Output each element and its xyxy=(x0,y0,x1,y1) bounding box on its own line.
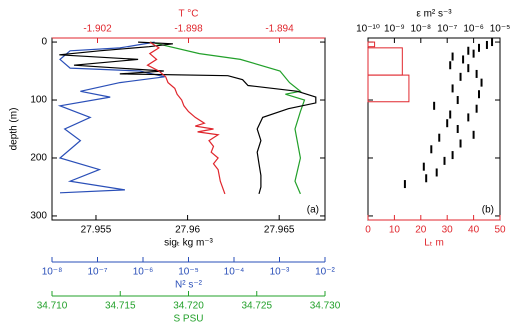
y-tick-label: 200 xyxy=(30,153,47,164)
overturn-box xyxy=(367,47,403,76)
profile-line xyxy=(59,41,317,195)
x-tick-label: 50 xyxy=(494,225,506,236)
x-tick-label: -1.894 xyxy=(265,24,294,35)
x-axis-title: Lₜ m xyxy=(424,238,444,249)
x-tick-label: 34.730 xyxy=(310,301,341,312)
x-tick-label: 34.725 xyxy=(241,301,272,312)
x-tick-label: 10⁻⁷ xyxy=(87,267,107,278)
y-tick-label: 100 xyxy=(30,95,47,106)
x-tick-label: 10⁻¹⁰ xyxy=(356,24,380,35)
overturn-box xyxy=(367,41,376,48)
x-tick-label: 40 xyxy=(468,225,480,236)
x-tick-label: 34.715 xyxy=(105,301,136,312)
plot-frame xyxy=(51,37,326,221)
x-axis-title: sigₜ kg m⁻³ xyxy=(164,238,213,249)
x-tick-label: 10⁻⁶ xyxy=(463,24,484,35)
x-tick-label: 34.720 xyxy=(173,301,204,312)
x-tick-label: 0 xyxy=(365,225,371,236)
x-axis-title: T °C xyxy=(179,9,199,20)
profile-line xyxy=(57,41,165,194)
x-tick-label: 20 xyxy=(415,225,427,236)
x-tick-label: 10⁻⁸ xyxy=(42,267,63,278)
x-tick-label: 34.710 xyxy=(37,301,68,312)
x-tick-label: -1.902 xyxy=(83,24,112,35)
x-tick-label: 10⁻⁶ xyxy=(133,267,154,278)
x-axis-title: S PSU xyxy=(173,314,203,325)
x-tick-label: 10⁻³ xyxy=(270,267,290,278)
y-tick-label: 300 xyxy=(30,211,47,222)
x-tick-label: 10⁻⁴ xyxy=(224,267,245,278)
x-axis-title: ε m² s⁻³ xyxy=(416,9,452,20)
x-tick-label: 10⁻⁸ xyxy=(410,24,431,35)
x-tick-label: 10⁻⁵ xyxy=(490,24,511,35)
x-axis-title: N² s⁻² xyxy=(175,280,203,291)
profile-line xyxy=(150,41,306,195)
x-tick-label: 30 xyxy=(442,225,454,236)
y-axis-title: depth (m) xyxy=(9,108,20,151)
panel-label: (a) xyxy=(307,205,319,216)
x-tick-label: 10 xyxy=(389,225,401,236)
x-tick-label: 10⁻⁵ xyxy=(178,267,199,278)
panel-label: (b) xyxy=(482,205,494,216)
x-tick-label: 27.96 xyxy=(175,225,200,236)
x-tick-label: -1.898 xyxy=(174,24,203,35)
profile-line xyxy=(146,41,226,195)
x-tick-label: 27.965 xyxy=(264,225,295,236)
x-tick-label: 10⁻⁷ xyxy=(437,24,457,35)
x-tick-label: 10⁻⁹ xyxy=(384,24,405,35)
overturn-box xyxy=(367,74,410,103)
x-tick-label: 10⁻² xyxy=(315,267,335,278)
plot-frame xyxy=(367,37,501,221)
x-tick-label: 27.955 xyxy=(81,225,112,236)
y-tick-label: 0 xyxy=(41,37,47,48)
